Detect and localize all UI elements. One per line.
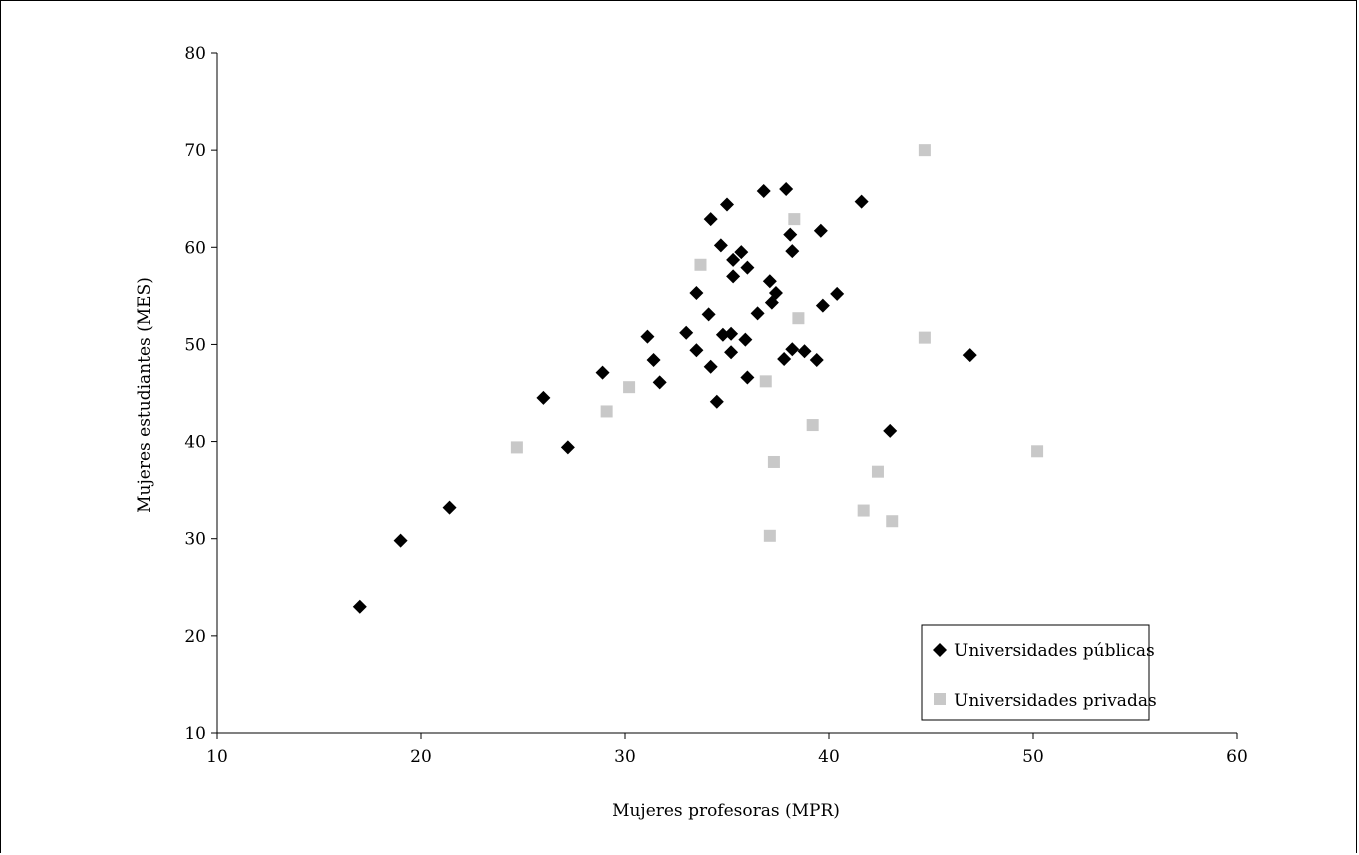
point-privadas xyxy=(767,455,780,468)
point-publicas xyxy=(785,244,800,259)
point-privadas xyxy=(763,529,776,542)
point-privadas xyxy=(886,515,899,528)
point-publicas xyxy=(701,307,716,322)
point-publicas xyxy=(536,390,551,405)
point-privadas xyxy=(857,504,870,517)
point-publicas xyxy=(777,352,792,366)
point-publicas xyxy=(779,182,794,196)
y-tick-label: 80 xyxy=(184,44,206,64)
legend-marker-publicas xyxy=(933,643,947,657)
point-publicas xyxy=(768,285,783,300)
x-tick-label: 10 xyxy=(206,747,228,767)
x-tick-label: 30 xyxy=(614,747,636,767)
y-tick-label: 40 xyxy=(184,433,206,453)
axes xyxy=(216,53,1237,734)
x-tick-label: 20 xyxy=(410,747,432,767)
point-publicas xyxy=(815,298,830,313)
point-publicas xyxy=(740,370,755,385)
point-privadas xyxy=(871,465,884,478)
point-publicas xyxy=(756,183,771,198)
point-privadas xyxy=(694,258,707,271)
ticks: 10 20 30 40 50 60 70 80 10 20 30 40 50 60 xyxy=(184,44,1247,767)
point-publicas xyxy=(962,348,977,363)
point-publicas xyxy=(689,343,704,358)
point-publicas xyxy=(740,260,755,275)
point-publicas xyxy=(809,352,824,367)
point-privadas xyxy=(623,381,636,394)
point-publicas xyxy=(785,342,800,357)
point-privadas xyxy=(510,441,523,454)
point-publicas xyxy=(724,326,739,341)
x-tick-label: 60 xyxy=(1226,747,1248,767)
point-publicas xyxy=(726,252,741,267)
point-publicas xyxy=(640,329,655,344)
point-publicas xyxy=(646,352,661,367)
y-tick-label: 70 xyxy=(184,141,206,161)
point-publicas xyxy=(709,394,724,409)
x-tick-label: 40 xyxy=(818,747,840,767)
point-publicas xyxy=(442,500,457,515)
point-publicas xyxy=(560,440,575,455)
point-publicas xyxy=(715,327,730,342)
point-privadas xyxy=(918,144,931,157)
data-points xyxy=(352,144,1044,614)
point-publicas xyxy=(689,285,704,300)
point-publicas xyxy=(703,359,718,374)
legend: Universidades públicas Universidades pri… xyxy=(921,624,1157,721)
point-publicas xyxy=(883,423,898,438)
point-publicas xyxy=(813,223,828,238)
y-tick-label: 50 xyxy=(184,335,206,355)
y-axis-title: Mujeres estudiantes (MES) xyxy=(135,277,155,513)
point-privadas xyxy=(788,213,801,226)
y-tick-label: 60 xyxy=(184,238,206,258)
point-publicas xyxy=(797,344,812,359)
x-axis-title: Mujeres profesoras (MPR) xyxy=(612,801,840,821)
point-privadas xyxy=(1031,445,1044,458)
point-publicas xyxy=(713,238,728,253)
point-privadas xyxy=(792,312,805,325)
point-publicas xyxy=(679,325,694,340)
legend-marker-privadas xyxy=(934,693,946,705)
point-publicas xyxy=(783,227,798,242)
point-publicas xyxy=(352,599,367,614)
y-tick-label: 20 xyxy=(184,627,206,647)
point-privadas xyxy=(759,375,772,388)
y-tick-label: 10 xyxy=(184,724,206,744)
legend-label-publicas: Universidades públicas xyxy=(954,641,1155,661)
point-publicas xyxy=(393,533,408,548)
point-privadas xyxy=(918,331,931,344)
point-publicas xyxy=(750,306,765,321)
point-privadas xyxy=(600,405,613,418)
point-publicas xyxy=(854,194,869,209)
point-publicas xyxy=(724,345,739,360)
point-publicas xyxy=(762,274,777,289)
legend-label-privadas: Universidades privadas xyxy=(954,691,1157,711)
point-publicas xyxy=(734,245,749,260)
point-publicas xyxy=(738,332,753,347)
point-publicas xyxy=(595,365,610,380)
point-publicas xyxy=(830,286,845,301)
point-publicas xyxy=(720,197,734,212)
y-tick-label: 30 xyxy=(184,530,206,550)
x-tick-label: 50 xyxy=(1022,747,1044,767)
point-publicas xyxy=(726,269,741,284)
point-privadas xyxy=(806,419,819,432)
point-publicas xyxy=(703,212,718,227)
legend-box xyxy=(921,624,1150,721)
point-publicas xyxy=(652,375,667,390)
